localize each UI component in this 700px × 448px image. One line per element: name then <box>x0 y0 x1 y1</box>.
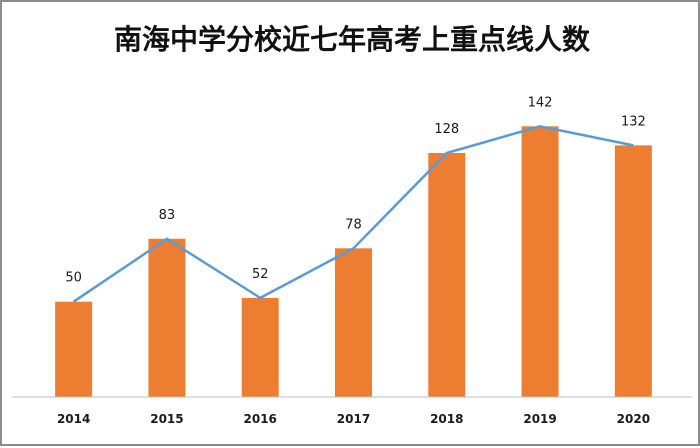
tick-label-2016: 2016 <box>244 412 277 426</box>
data-label-2016: 52 <box>252 267 269 282</box>
bar-2015 <box>148 238 186 397</box>
tick-label-2015: 2015 <box>150 412 183 426</box>
tick-label-2020: 2020 <box>617 412 650 426</box>
data-labels: 50 83 52 78 128 142 132 <box>65 95 645 285</box>
data-label-2015: 83 <box>159 208 176 223</box>
tick-label-2014: 2014 <box>57 412 90 426</box>
line-series <box>72 125 634 303</box>
x-axis: 2014 2015 2016 2017 2018 2019 2020 <box>12 396 692 426</box>
data-label-2017: 78 <box>345 217 362 232</box>
bar-2019 <box>521 126 559 397</box>
data-label-2020: 132 <box>621 114 646 129</box>
bar-2018 <box>428 153 466 397</box>
tick-label-2018: 2018 <box>430 412 463 426</box>
tick-label-2019: 2019 <box>523 412 556 426</box>
data-label-2018: 128 <box>434 122 459 137</box>
trend-line <box>72 125 634 303</box>
data-label-2019: 142 <box>528 95 553 110</box>
data-label-2014: 50 <box>65 271 82 286</box>
bar-2020 <box>614 145 652 397</box>
bar-2014 <box>55 301 93 397</box>
bar-2017 <box>335 248 372 397</box>
bar-2016 <box>241 297 279 397</box>
chart-title: 南海中学分校近七年高考上重点线人数 <box>114 23 591 56</box>
tick-label-2017: 2017 <box>337 412 370 426</box>
bar-series <box>55 126 652 397</box>
